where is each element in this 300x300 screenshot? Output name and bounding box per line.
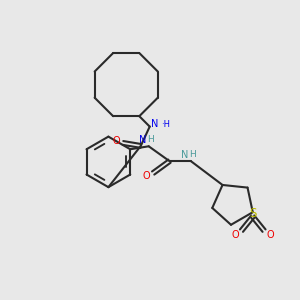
Text: O: O <box>143 171 150 181</box>
Text: N: N <box>139 135 146 145</box>
Text: ·H: ·H <box>161 120 170 129</box>
Text: O: O <box>231 230 239 240</box>
Text: O: O <box>267 230 274 240</box>
Text: H: H <box>189 150 196 159</box>
Text: S: S <box>249 207 256 220</box>
Text: N: N <box>152 119 159 129</box>
Text: O: O <box>112 136 120 146</box>
Text: N: N <box>181 150 189 160</box>
Text: H: H <box>147 135 154 144</box>
